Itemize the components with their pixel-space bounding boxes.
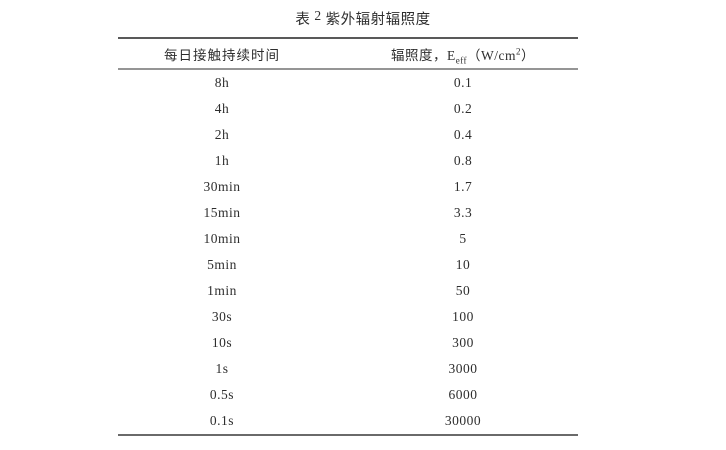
irradiance-cell: 1.7 [453,179,473,194]
irradiance-cell: 5 [459,231,467,246]
irradiance-cell: 30000 [444,413,482,428]
table-row: 1min 50 [118,278,578,304]
caption-prefix: 表 [295,12,311,28]
irradiance-cell: 0.8 [453,153,473,168]
irradiance-cell: 0.2 [453,101,473,116]
header-irradiance-subscript: eff [455,55,468,66]
table-header-row: 每日接触持续时间 辐照度，Eeff（W/cm2） [118,39,578,70]
irradiance-cell: 10 [455,257,471,272]
table-row: 15min 3.3 [118,200,578,226]
duration-cell: 30s [211,309,233,324]
table-body: 8h 0.1 4h 0.2 2h 0.4 1h 0.8 30min 1.7 15min 3.3 10mi… [118,70,578,434]
duration-cell: 1min [207,283,237,298]
duration-cell: 0.1s [209,413,235,428]
table-row: 10min 5 [118,226,578,252]
duration-cell: 10min [203,231,241,246]
duration-cell: 1h [214,153,230,168]
duration-cell: 1s [215,361,229,376]
irradiance-cell: 50 [455,283,471,298]
duration-cell: 30min [203,179,241,194]
irradiance-cell: 0.1 [453,75,473,90]
duration-cell: 5min [207,257,237,272]
header-irradiance-label: 辐照度，E [390,47,456,63]
table-row: 0.1s 30000 [118,408,578,434]
table-row: 0.5s 6000 [118,382,578,408]
irradiance-cell: 0.4 [453,127,473,142]
table-row: 1h 0.8 [118,148,578,174]
irradiance-cell: 100 [452,309,474,324]
duration-cell: 4h [214,101,230,116]
table-row: 30min 1.7 [118,174,578,200]
duration-cell: 15min [203,205,241,220]
irradiance-cell: 300 [452,335,474,350]
duration-cell: 2h [214,127,230,142]
irradiance-cell: 3000 [448,361,478,376]
header-irradiance-superscript: 2 [516,46,522,56]
duration-cell: 8h [214,75,230,90]
header-duration: 每日接触持续时间 [164,47,280,63]
duration-cell: 10s [211,335,233,350]
header-irradiance-unit-close: ） [521,47,536,63]
irradiance-cell: 3.3 [453,205,473,220]
irradiance-cell: 6000 [448,387,478,402]
caption-text: 紫外辐射辐照度 [325,12,431,28]
table-row: 2h 0.4 [118,122,578,148]
table-row: 10s 300 [118,330,578,356]
table-caption: 表 2 紫外辐射辐照度 [0,8,726,30]
uv-irradiance-table: 每日接触持续时间 辐照度，Eeff（W/cm2） 8h 0.1 4h 0.2 2h 0.4… [118,37,578,436]
header-irradiance: 辐照度，Eeff（W/cm2） [326,44,578,66]
table-row: 4h 0.2 [118,96,578,122]
table-row: 8h 0.1 [118,70,578,96]
table-row: 1s 3000 [118,356,578,382]
table-row: 30s 100 [118,304,578,330]
table-row: 5min 10 [118,252,578,278]
caption-number: 2 [314,8,322,23]
duration-cell: 0.5s [209,387,235,402]
header-irradiance-unit-open: （W/cm [467,47,517,63]
